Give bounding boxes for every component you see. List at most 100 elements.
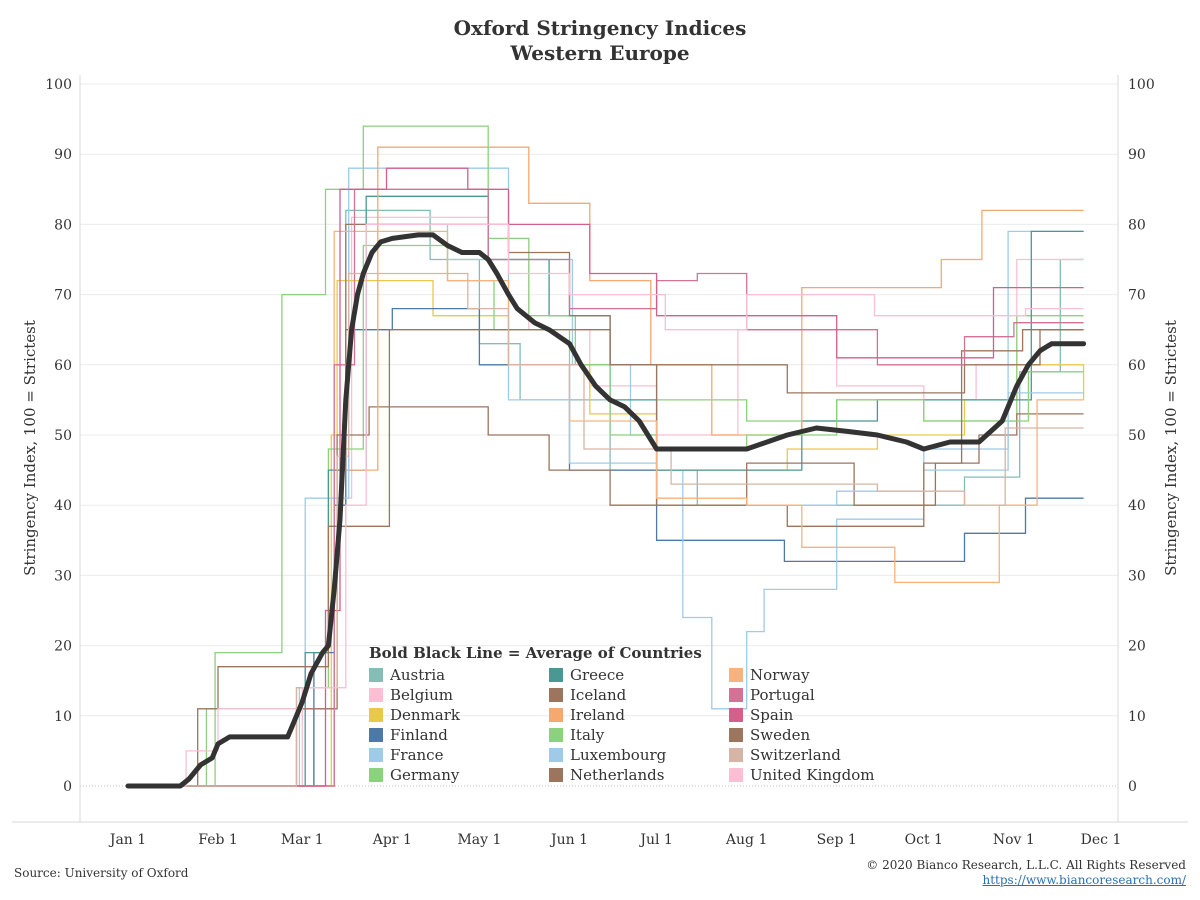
legend-swatch [549,708,563,722]
legend-label: Switzerland [750,746,841,764]
y-tick-label-right: 60 [1128,358,1146,374]
legend-label: Greece [570,666,625,684]
x-tick-label: Apr 1 [372,832,412,848]
legend-item-switzerland: Switzerland [729,745,909,765]
legend-label: Ireland [570,706,625,724]
x-tick-label: Jun 1 [549,832,588,848]
legend-item-france: France [369,745,549,765]
legend-item-portugal: Portugal [729,685,909,705]
y-tick-label-right: 100 [1128,77,1155,93]
legend-swatch [549,728,563,742]
legend-item-iceland: Iceland [549,685,729,705]
copyright-block: © 2020 Bianco Research, L.L.C. All Right… [866,858,1186,888]
y-tick-label-left: 20 [54,639,72,655]
legend-item-greece: Greece [549,665,729,685]
legend-swatch [729,728,743,742]
chart-title-block: Oxford Stringency Indices Western Europe [0,16,1200,66]
legend-swatch [369,728,383,742]
legend-item-finland: Finland [369,725,549,745]
legend-swatch [369,688,383,702]
y-tick-label-left: 90 [54,147,72,163]
y-tick-label-left: 60 [54,358,72,374]
legend-label: Germany [390,766,460,784]
legend: Bold Black Line = Average of Countries A… [369,644,909,785]
x-tick-label: Jul 1 [638,832,672,848]
legend-swatch [549,748,563,762]
legend-item-ireland: Ireland [549,705,729,725]
legend-label: Iceland [570,686,627,704]
y-tick-label-left: 80 [54,217,72,233]
legend-item-united-kingdom: United Kingdom [729,765,909,785]
legend-item-netherlands: Netherlands [549,765,729,785]
y-tick-label-right: 40 [1128,498,1146,514]
legend-swatch [369,708,383,722]
x-tick-label: Jan 1 [108,832,146,848]
y-tick-label-right: 80 [1128,217,1146,233]
legend-label: Sweden [750,726,811,744]
legend-label: Italy [570,726,605,744]
y-tick-label-left: 0 [63,779,72,795]
legend-item-luxembourg: Luxembourg [549,745,729,765]
legend-label: Denmark [390,706,460,724]
legend-label: Spain [750,706,794,724]
y-tick-label-left: 70 [54,288,72,304]
legend-item-austria: Austria [369,665,549,685]
legend-swatch [549,668,563,682]
axis-layer: 0 0 10 10 20 20 30 30 40 40 50 50 60 60 70 70 80 80 90 90 10… [12,75,1188,848]
chart-subtitle: Western Europe [510,41,690,65]
y-axis-title-right: Stringency Index, 100 = Strictest [1162,320,1180,576]
y-tick-label-left: 100 [45,77,72,93]
x-tick-label: Mar 1 [281,832,324,848]
series-line-ireland [128,146,1084,787]
legend-label: Netherlands [570,766,665,784]
legend-item-italy: Italy [549,725,729,745]
series-layer [125,125,1087,789]
legend-title: Bold Black Line = Average of Countries [369,644,702,662]
y-tick-label-left: 40 [54,498,72,514]
legend-swatch [369,748,383,762]
legend-label: Luxembourg [570,746,667,764]
legend-swatch [369,668,383,682]
legend-label: Finland [390,726,448,744]
legend-label: Belgium [390,686,453,704]
x-tick-label: Oct 1 [905,832,943,848]
legend-swatch [729,708,743,722]
series-line-united-kingdom [128,223,1084,787]
legend-swatch [549,688,563,702]
y-axis-title-left: Stringency Index, 100 = Strictest [21,320,39,576]
series-line-average [125,232,1087,789]
y-tick-label-right: 30 [1128,568,1146,584]
legend-swatch [369,768,383,782]
y-tick-label-right: 70 [1128,288,1146,304]
series-line-italy [128,125,1084,787]
y-tick-label-right: 20 [1128,639,1146,655]
legend-item-germany: Germany [369,765,549,785]
website-link[interactable]: https://www.biancoresearch.com/ [982,873,1186,887]
legend-swatch [729,668,743,682]
y-tick-label-left: 50 [54,428,72,444]
y-tick-label-right: 50 [1128,428,1146,444]
x-tick-label: Nov 1 [993,832,1035,848]
legend-label: Portugal [750,686,815,704]
legend-label: Austria [390,666,446,684]
x-tick-label: Feb 1 [198,832,238,848]
y-tick-label-right: 10 [1128,709,1146,725]
legend-swatch [549,768,563,782]
source-note: Source: University of Oxford [14,866,189,880]
series-line-norway [128,230,1084,787]
x-tick-label: Sep 1 [817,832,857,848]
legend-item-sweden: Sweden [729,725,909,745]
legend-swatch [729,748,743,762]
legend-item-spain: Spain [729,705,909,725]
legend-grid: Austria Belgium Denmark Finland France German… [369,665,909,785]
chart-title: Oxford Stringency Indices [453,16,747,40]
legend-label: United Kingdom [750,766,875,784]
copyright-text: © 2020 Bianco Research, L.L.C. All Right… [866,858,1186,872]
legend-swatch [729,688,743,702]
x-tick-label: Dec 1 [1081,832,1122,848]
series-line-sweden [128,329,1084,787]
y-tick-label-right: 90 [1128,147,1146,163]
legend-item-belgium: Belgium [369,685,549,705]
legend-item-norway: Norway [729,665,909,685]
